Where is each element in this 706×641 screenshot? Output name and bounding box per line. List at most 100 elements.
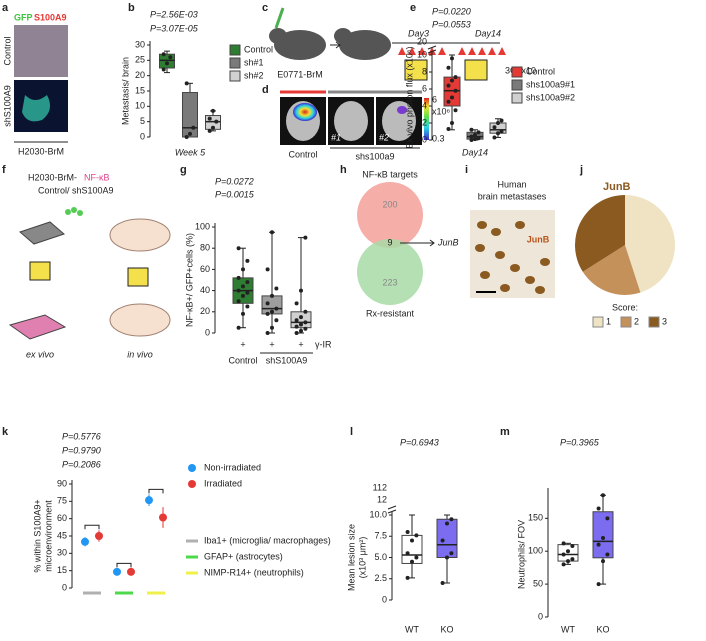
y-tick-label: 0: [62, 582, 67, 592]
axis-break: [427, 45, 437, 54]
data-point: [440, 538, 445, 543]
y-tick-label: 10.0: [369, 509, 387, 519]
data-point: [446, 99, 451, 104]
data-point: [236, 246, 241, 251]
y-tick-label: 20: [135, 70, 145, 80]
data-point: [294, 324, 299, 329]
dish: [19, 221, 65, 245]
panel-label: c: [262, 2, 268, 14]
p-value: P=0.9790: [62, 445, 101, 455]
y-tick-label: 2: [422, 117, 427, 127]
data-point: [188, 131, 192, 136]
data-point: [211, 125, 215, 130]
data-point: [294, 331, 299, 335]
particle: [77, 210, 83, 216]
data-point: [469, 127, 474, 132]
y-tick-label: 60: [57, 513, 67, 523]
row-label: shS100A9: [2, 85, 12, 127]
group-label: shS100A9: [266, 355, 308, 365]
brain: [334, 101, 368, 141]
x-tick-label: WT: [405, 624, 419, 634]
gene: JunB: [437, 237, 459, 247]
legend-label: sh#1: [244, 57, 264, 67]
data-point: [299, 328, 303, 333]
image-label: #1: [331, 132, 341, 142]
data-point: [410, 538, 414, 543]
venn-set: [357, 239, 423, 305]
data-point: [265, 311, 270, 316]
x-mark: +: [298, 339, 303, 349]
y-tick-label: 0: [382, 594, 387, 604]
data-point: [446, 83, 451, 88]
data-point: [214, 119, 219, 124]
group-label: shs100a9: [355, 151, 394, 161]
y-tick-label: 0: [538, 611, 543, 621]
radiation-icon: [29, 261, 51, 281]
data-point: [245, 304, 250, 309]
x-tick-label: WT: [561, 624, 575, 634]
axis-break: [387, 505, 397, 514]
pie-slice: [625, 195, 675, 293]
y-tick-label: 10: [417, 49, 427, 59]
data-point: [303, 235, 308, 240]
data-point: [596, 582, 601, 587]
data-point: [303, 309, 308, 314]
y-tick-label: 50: [533, 578, 543, 588]
data-point: [570, 557, 575, 562]
y-axis-label: microenvironment: [43, 500, 53, 572]
mouse-head: [269, 28, 287, 44]
setting: in vivo: [127, 349, 153, 359]
box: [592, 511, 614, 559]
y-tick-label: 30: [57, 548, 67, 558]
data-point: [270, 309, 274, 314]
y-tick-label: 7.5: [374, 531, 387, 541]
cells: [22, 95, 51, 122]
legend-swatch: [648, 316, 660, 328]
mouse: [274, 30, 326, 60]
y-axis-label: % within S100A9+: [32, 499, 42, 572]
panel-label: a: [2, 2, 9, 14]
cell-line: H2030-BrM-: [28, 172, 77, 182]
p-value: P=0.0553: [432, 19, 471, 29]
legend-swatch: [511, 66, 523, 78]
data-point: [161, 67, 166, 72]
radiation-icon: [127, 267, 149, 287]
dot: [159, 513, 167, 522]
y-tick-label: 0: [422, 134, 427, 144]
venn-set: [357, 182, 423, 248]
data-point: [492, 125, 497, 130]
data-point: [410, 559, 414, 564]
data-point: [450, 121, 454, 125]
data-point: [450, 95, 454, 100]
data-point: [303, 326, 308, 331]
data-point: [445, 555, 449, 560]
dot: [81, 537, 89, 546]
data-point: [294, 301, 299, 306]
data-point: [168, 55, 173, 60]
data-point: [446, 126, 451, 131]
y-axis-label: Mean lesion size: [346, 524, 356, 591]
y-tick-label: 5: [140, 116, 145, 126]
data-point: [245, 290, 250, 295]
data-point: [450, 78, 454, 83]
colorbar-label: 0.3: [432, 133, 445, 143]
y-tick-label: 20: [417, 36, 427, 46]
data-point: [473, 132, 477, 137]
y-tick-label: 75: [57, 496, 67, 506]
p-value: P=0.0220: [432, 6, 471, 16]
data-point: [274, 306, 279, 311]
y-tick-label: 60: [200, 264, 210, 274]
data-point: [476, 136, 481, 141]
y-tick-label: 15: [57, 565, 67, 575]
y-tick-label: 100: [528, 546, 543, 556]
set-count: 223: [382, 277, 397, 287]
y-tick-label: 0: [205, 327, 210, 337]
data-point: [414, 533, 419, 538]
colorbar-label: 6: [432, 94, 437, 104]
data-point: [405, 530, 410, 534]
legend-label: 1: [606, 316, 611, 326]
dot: [145, 496, 153, 505]
micrograph-overlay: [14, 25, 68, 77]
radiation-icon: [464, 59, 488, 81]
